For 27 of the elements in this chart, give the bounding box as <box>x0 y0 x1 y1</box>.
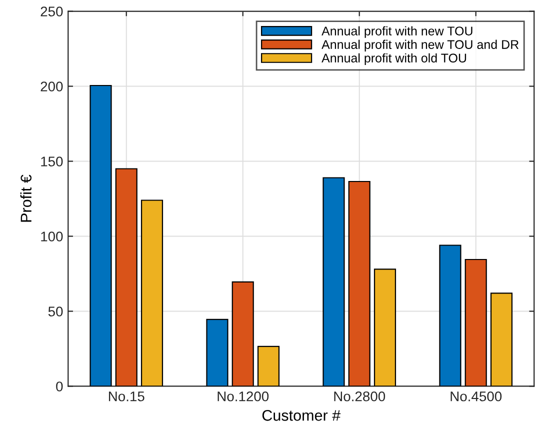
bar <box>374 268 396 386</box>
x-tick-label: No.1200 <box>218 391 269 402</box>
legend-label: Annual profit with old TOU <box>322 53 466 65</box>
legend-label: Annual profit with new TOU <box>322 26 472 38</box>
bar <box>140 200 164 386</box>
legend-label: Annual profit with new TOU and DR <box>322 40 519 52</box>
y-tick-label: 250 <box>40 6 63 16</box>
bar <box>90 84 112 386</box>
y-tick-label: 0 <box>56 382 63 392</box>
bar <box>206 318 228 386</box>
bar <box>439 244 462 386</box>
x-tick-label: No.15 <box>108 392 144 402</box>
bar <box>322 177 345 386</box>
bar <box>257 346 280 386</box>
x-axis-title: Customer # <box>262 410 341 421</box>
bar <box>232 281 254 386</box>
y-tick-label: 150 <box>41 156 63 166</box>
bar <box>490 292 513 386</box>
y-axis-title: Profit € <box>20 174 32 222</box>
bar <box>348 180 370 386</box>
bar <box>464 258 487 386</box>
y-tick-label: 50 <box>48 306 63 316</box>
y-tick-label: 200 <box>40 82 63 92</box>
x-tick-label: No.4500 <box>450 391 502 402</box>
y-tick-label: 100 <box>41 232 63 242</box>
x-tick-label: No.2800 <box>334 391 386 402</box>
bar <box>115 168 138 386</box>
